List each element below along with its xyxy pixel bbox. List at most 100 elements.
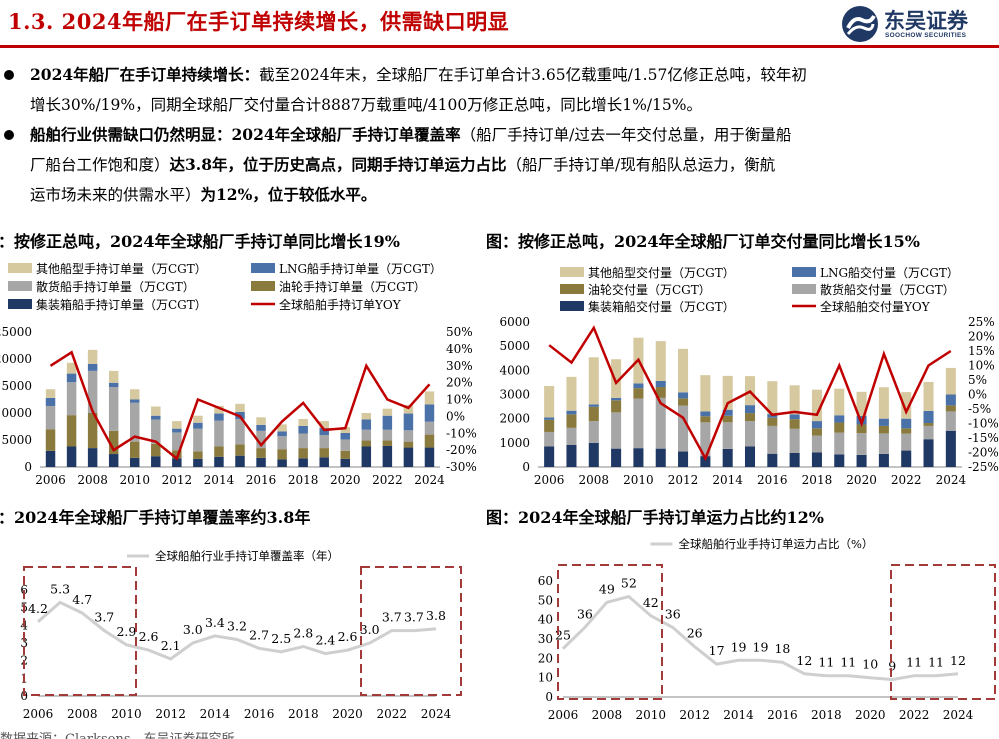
bullet-list: 2024年船厂在手订单持续增长：截至2024年末，全球船厂在手订单合计3.65亿…: [0, 60, 999, 210]
data-label: 5.3: [50, 581, 70, 596]
data-label: 17: [709, 643, 725, 658]
legend-label: 集装箱船交付量（万CGT）: [588, 299, 735, 314]
bar-segment-lng: [172, 428, 182, 433]
bar-segment-other: [923, 381, 934, 411]
x-tick-label: 2022: [377, 707, 408, 721]
bar-segment-bulk: [678, 405, 689, 452]
y-tick-label: 1000: [499, 436, 530, 450]
x-tick-label: 2018: [288, 473, 319, 487]
highlight-box: [557, 564, 663, 700]
bar-segment-lng: [382, 415, 393, 430]
x-tick-label: 2024: [414, 473, 445, 487]
y-tick-label: 3: [20, 636, 28, 650]
bar-segment-bulk: [901, 433, 912, 451]
x-tick-label: 2010: [111, 707, 142, 721]
y-tick-label: 0: [20, 689, 28, 703]
bullet-lead: 船舶行业供需缺口仍然明显：: [30, 125, 232, 144]
bullet-text: （船厂手持订单/现有船队总运力，衡航: [506, 156, 776, 174]
data-label: 25: [555, 628, 571, 643]
bullet-text: 厂船台工作饱和度）: [30, 156, 170, 174]
bar-segment-lng: [700, 411, 711, 417]
page-title: 1.3. 2024年船厂在手订单持续增长，供需缺口明显: [8, 9, 510, 34]
x-tick-label: 2014: [712, 473, 743, 487]
bar-segment-container: [130, 457, 140, 467]
bar-segment-bulk: [834, 432, 845, 455]
legend-swatch: [792, 267, 816, 277]
bar-segment-bulk: [744, 421, 756, 447]
bar-segment-bulk: [945, 411, 956, 431]
x-tick-label: 2012: [668, 473, 699, 487]
data-label: 2.6: [139, 629, 159, 644]
x-tick-label: 2020: [332, 707, 363, 721]
data-label: 3.7: [404, 610, 424, 625]
bar-segment-tanker: [611, 400, 622, 413]
bar-segment-lng: [108, 382, 119, 388]
bar-segment-tanker: [214, 446, 224, 457]
bar-segment-bulk: [700, 422, 711, 457]
y2-tick-label: -10%: [968, 417, 999, 431]
y2-tick-label: -10%: [446, 426, 477, 440]
bar-segment-tanker: [923, 423, 934, 426]
x-tick-label: 2024: [936, 473, 967, 487]
bar-segment-other: [108, 370, 119, 383]
bar-segment-bulk: [856, 433, 867, 455]
legend-label: 集装箱船手持订单量（万CGT）: [36, 297, 207, 312]
bar-segment-container: [923, 439, 934, 467]
bar-segment-other: [340, 427, 350, 433]
x-tick-label: 2008: [579, 473, 610, 487]
data-label: 3.7: [94, 610, 114, 625]
bar-segment-bulk: [403, 430, 414, 442]
bar-segment-other: [566, 376, 577, 411]
data-label: 18: [774, 641, 790, 656]
bar-segment-lng: [45, 397, 56, 406]
highlight-box: [360, 566, 462, 696]
bar-segment-other: [298, 418, 308, 426]
bar-segment-bulk: [361, 429, 372, 441]
bar-segment-lng: [744, 405, 756, 414]
bar-segment-other: [235, 403, 245, 412]
bar-segment-other: [382, 408, 393, 416]
data-label: 36: [665, 606, 681, 621]
y-tick-label: 25000: [0, 325, 32, 339]
x-tick-label: 2006: [548, 708, 579, 722]
bar-segment-tanker: [767, 417, 778, 426]
bar-segment-container: [235, 455, 245, 467]
bar-segment-other: [45, 389, 56, 398]
bar-segment-tanker: [382, 440, 393, 446]
x-tick-label: 2020: [855, 708, 886, 722]
bar-segment-other: [214, 405, 224, 414]
bar-segment-bulk: [767, 425, 778, 454]
bar-segment-other: [878, 387, 889, 419]
y-tick-label: 2: [20, 654, 28, 668]
bullet-item-supply-gap: 船舶行业供需缺口仍然明显：2024年全球船厂手持订单覆盖率（船厂手持订单/过去一…: [0, 120, 999, 210]
data-label: 26: [687, 626, 703, 641]
bar-segment-container: [151, 456, 161, 467]
bar-segment-container: [361, 446, 372, 467]
legend-swatch: [8, 281, 32, 291]
data-label: 4.2: [28, 601, 48, 616]
data-source-note: 数据来源：Clarksons，东吴证券研究所: [0, 728, 235, 739]
header-divider: [0, 45, 999, 48]
y-tick-label: 30: [538, 632, 553, 646]
y-tick-label: 4000: [499, 363, 530, 377]
bar-segment-container: [403, 447, 414, 467]
legend-swatch: [560, 301, 584, 311]
bar-segment-other: [744, 376, 756, 406]
y-tick-label: 2000: [499, 412, 530, 426]
y2-tick-label: -5%: [968, 402, 991, 416]
bar-segment-container: [678, 451, 689, 467]
bar-segment-tanker: [856, 424, 867, 434]
bar-segment-container: [340, 458, 350, 467]
bar-segment-bulk: [340, 439, 350, 451]
bar-segment-lng: [256, 424, 266, 431]
bar-segment-tanker: [87, 413, 98, 449]
legend-swatch: [8, 299, 32, 309]
bar-segment-lng: [298, 425, 308, 434]
x-tick-label: 2022: [372, 473, 403, 487]
x-tick-label: 2014: [204, 473, 235, 487]
bar-segment-tanker: [424, 434, 435, 448]
x-tick-label: 2022: [891, 473, 922, 487]
bar-segment-lng: [789, 414, 800, 420]
bar-segment-other: [811, 389, 822, 422]
x-tick-label: 2018: [802, 473, 833, 487]
